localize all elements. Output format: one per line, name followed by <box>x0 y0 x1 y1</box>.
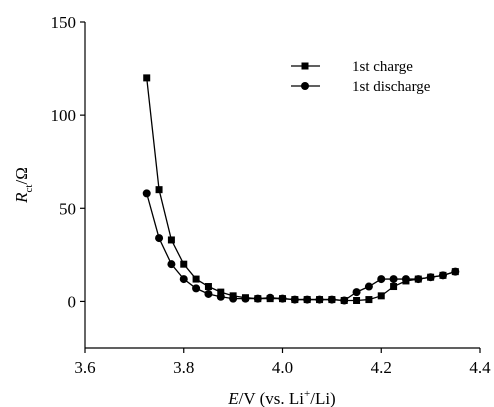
point-discharge-13 <box>303 295 312 304</box>
y-tick-label-2: 100 <box>51 106 77 125</box>
point-charge-19 <box>377 292 385 300</box>
x-tick-label-1: 3.8 <box>173 358 194 377</box>
x-tick-label-3: 4.2 <box>371 358 392 377</box>
x-axis-title-main: /V (vs. Li <box>239 389 305 407</box>
point-discharge-18 <box>364 282 373 291</box>
x-tick-label-0: 3.6 <box>74 358 95 377</box>
point-discharge-3 <box>179 275 188 284</box>
legend-label-charge: 1st charge <box>352 59 413 75</box>
point-charge-1 <box>155 186 163 194</box>
point-discharge-20 <box>389 275 398 284</box>
series-line-charge <box>146 77 456 302</box>
point-discharge-1 <box>155 234 164 243</box>
legend-label-discharge: 1st discharge <box>352 79 431 95</box>
point-charge-6 <box>217 288 225 296</box>
point-charge-0 <box>143 74 151 82</box>
point-discharge-19 <box>377 275 386 284</box>
point-discharge-23 <box>426 273 435 282</box>
legend-marker-charge <box>301 62 309 70</box>
point-charge-18 <box>365 296 373 304</box>
point-discharge-21 <box>401 275 410 284</box>
point-discharge-14 <box>315 295 324 304</box>
point-charge-3 <box>180 260 188 268</box>
point-discharge-4 <box>192 284 201 293</box>
y-axis-title-italic: R <box>12 192 31 204</box>
y-axis-title: Rct/Ω <box>12 167 35 204</box>
x-axis-title-tail: /Li) <box>310 389 336 407</box>
point-discharge-0 <box>142 189 151 198</box>
legend: 1st charge 1st discharge <box>291 59 431 95</box>
point-discharge-17 <box>352 288 361 297</box>
x-tick-label-2: 4.0 <box>272 358 293 377</box>
point-discharge-11 <box>278 294 287 303</box>
x-axis-title: E/V (vs. Li+/Li) <box>227 388 335 407</box>
point-discharge-16 <box>340 296 349 305</box>
x-axis-title-italic: E <box>227 389 239 407</box>
plot-area <box>142 74 460 305</box>
point-discharge-12 <box>290 295 299 304</box>
point-discharge-25 <box>451 267 460 276</box>
x-tick-label-4: 4.4 <box>469 358 491 377</box>
point-charge-2 <box>167 236 175 244</box>
y-tick-label-1: 50 <box>59 199 76 218</box>
point-discharge-6 <box>216 292 225 301</box>
axes: 3.6 3.8 4.0 4.2 4.4 0 50 100 150 <box>51 13 492 377</box>
point-charge-20 <box>390 283 398 291</box>
point-discharge-2 <box>167 260 176 269</box>
point-charge-5 <box>204 283 212 291</box>
point-discharge-8 <box>241 294 250 303</box>
y-axis-title-tail: /Ω <box>12 167 31 184</box>
point-discharge-15 <box>327 295 336 304</box>
point-charge-17 <box>353 296 361 304</box>
x-axis-title-sup: + <box>304 388 310 400</box>
legend-marker-discharge <box>301 82 309 90</box>
y-tick-label-3: 150 <box>51 13 77 32</box>
point-discharge-9 <box>253 294 262 303</box>
point-charge-4 <box>192 275 200 283</box>
point-discharge-22 <box>414 275 423 284</box>
point-discharge-7 <box>229 294 238 303</box>
y-tick-label-0: 0 <box>68 292 77 311</box>
y-axis-title-sub: ct <box>23 185 35 193</box>
point-discharge-24 <box>438 271 447 280</box>
point-discharge-10 <box>266 293 275 302</box>
point-discharge-5 <box>204 289 213 298</box>
